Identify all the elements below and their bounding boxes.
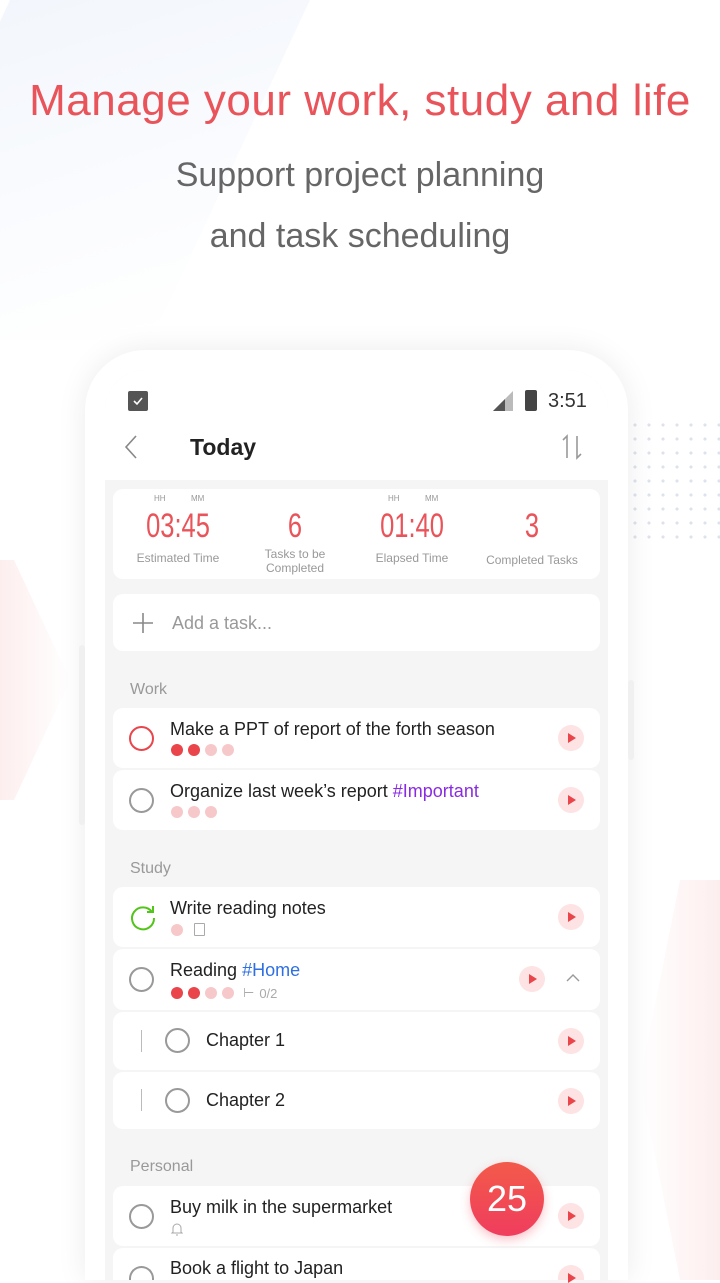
task-meta (171, 923, 205, 936)
task-tag[interactable]: #Home (242, 960, 301, 980)
subtask-count: 0/2 (259, 985, 278, 1001)
task-title: Chapter 2 (206, 1090, 286, 1110)
chevron-up-icon[interactable] (566, 973, 580, 983)
timer-icon (205, 806, 217, 818)
task-row[interactable]: Write reading notes (113, 887, 600, 947)
stat-value: 03:45 (146, 507, 210, 545)
start-timer-button[interactable] (558, 1203, 584, 1229)
task-title: Buy milk in the supermarket (170, 1197, 393, 1217)
task-title: Book a flight to Japan (170, 1258, 344, 1278)
hh-label: HH (154, 494, 166, 503)
start-timer-button[interactable] (558, 787, 584, 813)
timer-icon (171, 806, 183, 818)
stat-label: Estimated Time (136, 551, 220, 565)
pomodoro-indicator (171, 744, 234, 756)
sort-icon[interactable] (560, 434, 584, 460)
signal-icon (493, 391, 513, 411)
timer-icon (171, 987, 183, 999)
subtask-row[interactable]: Chapter 1 (113, 1012, 600, 1070)
stat-label: Completed Tasks (486, 553, 578, 567)
task-checkbox[interactable] (165, 1088, 190, 1113)
stat-label: Tasks to be Completed (264, 547, 326, 575)
start-timer-button[interactable] (519, 966, 545, 992)
subtask-indent-line (141, 1030, 142, 1052)
stat-value: 6 (287, 507, 303, 545)
add-task-placeholder: Add a task... (172, 613, 273, 633)
timer-icon (222, 744, 234, 756)
start-timer-button[interactable] (558, 1265, 584, 1283)
subtask-indent-line (141, 1089, 142, 1111)
stats-card: HH MM 03:45 Estimated Time 6 Tasks to be… (113, 489, 600, 579)
task-row[interactable]: Make a PPT of report of the forth season (113, 708, 600, 768)
in-progress-icon[interactable] (129, 904, 157, 932)
battery-icon (525, 390, 537, 411)
stat-completed-tasks: 3 Completed Tasks (472, 489, 592, 567)
timer-icon (188, 806, 200, 818)
task-row[interactable]: Organize last week’s report #Important (113, 770, 600, 830)
timer-icon (171, 744, 183, 756)
subtask-row[interactable]: Chapter 2 (113, 1072, 600, 1129)
start-timer-button[interactable] (558, 1088, 584, 1114)
task-title: Organize last week’s report (170, 781, 393, 801)
task-row[interactable]: Book a flight to Japan (113, 1248, 600, 1283)
task-title: Make a PPT of report of the forth season (170, 719, 495, 739)
stat-estimated-time: HH MM 03:45 Estimated Time (118, 489, 238, 565)
pomodoro-indicator: ⊢ 0/2 (171, 985, 277, 1001)
background-decoration (640, 880, 720, 1280)
task-checkbox[interactable] (129, 788, 154, 813)
plus-icon (133, 613, 153, 633)
bell-icon (171, 1223, 183, 1236)
task-title: Reading (170, 960, 243, 980)
phone-side-button (79, 645, 85, 825)
section-personal: Personal (130, 1158, 194, 1175)
stat-tasks-to-complete: 6 Tasks to be Completed (235, 489, 355, 575)
start-timer-button[interactable] (558, 904, 584, 930)
mm-label: MM (425, 494, 439, 503)
mm-label: MM (191, 494, 205, 503)
task-checkbox[interactable] (165, 1028, 190, 1053)
task-checkbox[interactable] (129, 726, 154, 751)
background-decoration (0, 560, 70, 800)
pomodoro-timer-button[interactable]: 25 (470, 1162, 544, 1236)
timer-icon (205, 987, 217, 999)
chevron-left-icon[interactable] (123, 434, 139, 460)
phone-side-button (628, 680, 634, 760)
pomodoro-indicator (171, 806, 217, 818)
app-header: 3:51 Today (105, 370, 608, 480)
timer-icon (171, 923, 183, 936)
timer-icon (205, 744, 217, 756)
hh-label: HH (388, 494, 400, 503)
timer-icon (188, 987, 200, 999)
task-row[interactable]: Reading #Home ⊢ 0/2 (113, 949, 600, 1010)
task-checkbox[interactable] (129, 1204, 154, 1229)
start-timer-button[interactable] (558, 1028, 584, 1054)
stat-value: 3 (524, 507, 540, 545)
timer-icon (222, 987, 234, 999)
section-work: Work (130, 681, 168, 698)
task-title: Write reading notes (170, 898, 326, 918)
stat-value: 01:40 (380, 507, 444, 545)
timer-icon (188, 744, 200, 756)
dot-pattern (628, 418, 720, 548)
task-checkbox[interactable] (129, 967, 154, 992)
promo-subtitle-1: Support project planning (175, 156, 545, 194)
stat-elapsed-time: HH MM 01:40 Elapsed Time (352, 489, 472, 565)
app-screen: 3:51 Today HH MM 03:45 Estimated Time 6 … (105, 370, 608, 1283)
page-title: Today (190, 434, 257, 460)
promo-subtitle-2: and task scheduling (209, 217, 511, 255)
start-timer-button[interactable] (558, 725, 584, 751)
promo-headline: Manage your work, study and life (29, 76, 691, 125)
note-icon (194, 923, 205, 936)
task-meta (171, 1222, 183, 1236)
calendar-check-icon (128, 391, 148, 411)
task-tag[interactable]: #Important (392, 781, 479, 801)
task-title: Chapter 1 (206, 1030, 286, 1050)
status-time: 3:51 (548, 390, 587, 412)
add-task-input[interactable]: Add a task... (113, 594, 600, 651)
section-study: Study (130, 860, 171, 877)
task-checkbox[interactable] (129, 1266, 154, 1280)
subtask-icon: ⊢ (243, 985, 255, 1000)
stat-label: Elapsed Time (375, 551, 449, 565)
